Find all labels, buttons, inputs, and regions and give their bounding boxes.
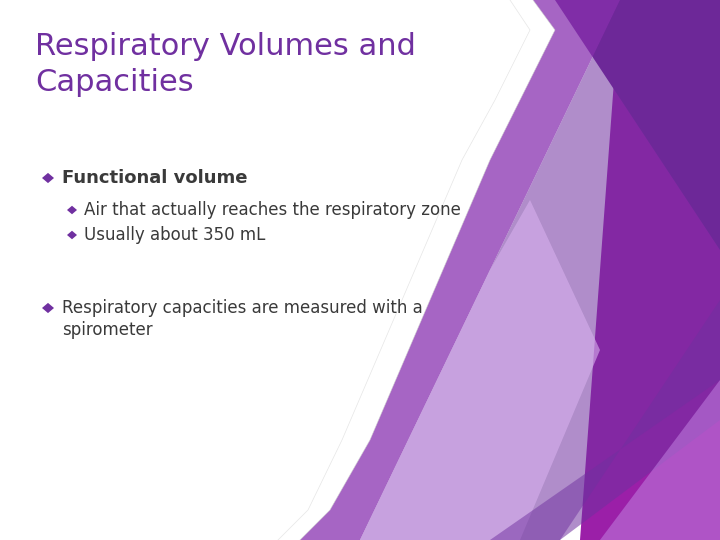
Text: Air that actually reaches the respiratory zone: Air that actually reaches the respirator… xyxy=(84,201,461,219)
Text: Capacities: Capacities xyxy=(35,68,194,97)
Text: Functional volume: Functional volume xyxy=(62,169,248,187)
Text: Respiratory capacities are measured with a: Respiratory capacities are measured with… xyxy=(62,299,423,317)
Text: spirometer: spirometer xyxy=(62,321,153,339)
Polygon shape xyxy=(360,0,720,540)
Text: Respiratory Volumes and: Respiratory Volumes and xyxy=(35,32,416,61)
Polygon shape xyxy=(42,303,54,313)
Polygon shape xyxy=(490,300,720,540)
Text: Usually about 350 mL: Usually about 350 mL xyxy=(84,226,266,244)
Polygon shape xyxy=(360,200,600,540)
Polygon shape xyxy=(67,206,77,214)
Polygon shape xyxy=(580,0,720,540)
Polygon shape xyxy=(430,380,720,540)
Polygon shape xyxy=(555,0,720,250)
Polygon shape xyxy=(67,231,77,239)
PathPatch shape xyxy=(0,0,555,540)
Polygon shape xyxy=(240,0,620,540)
Polygon shape xyxy=(42,173,54,183)
